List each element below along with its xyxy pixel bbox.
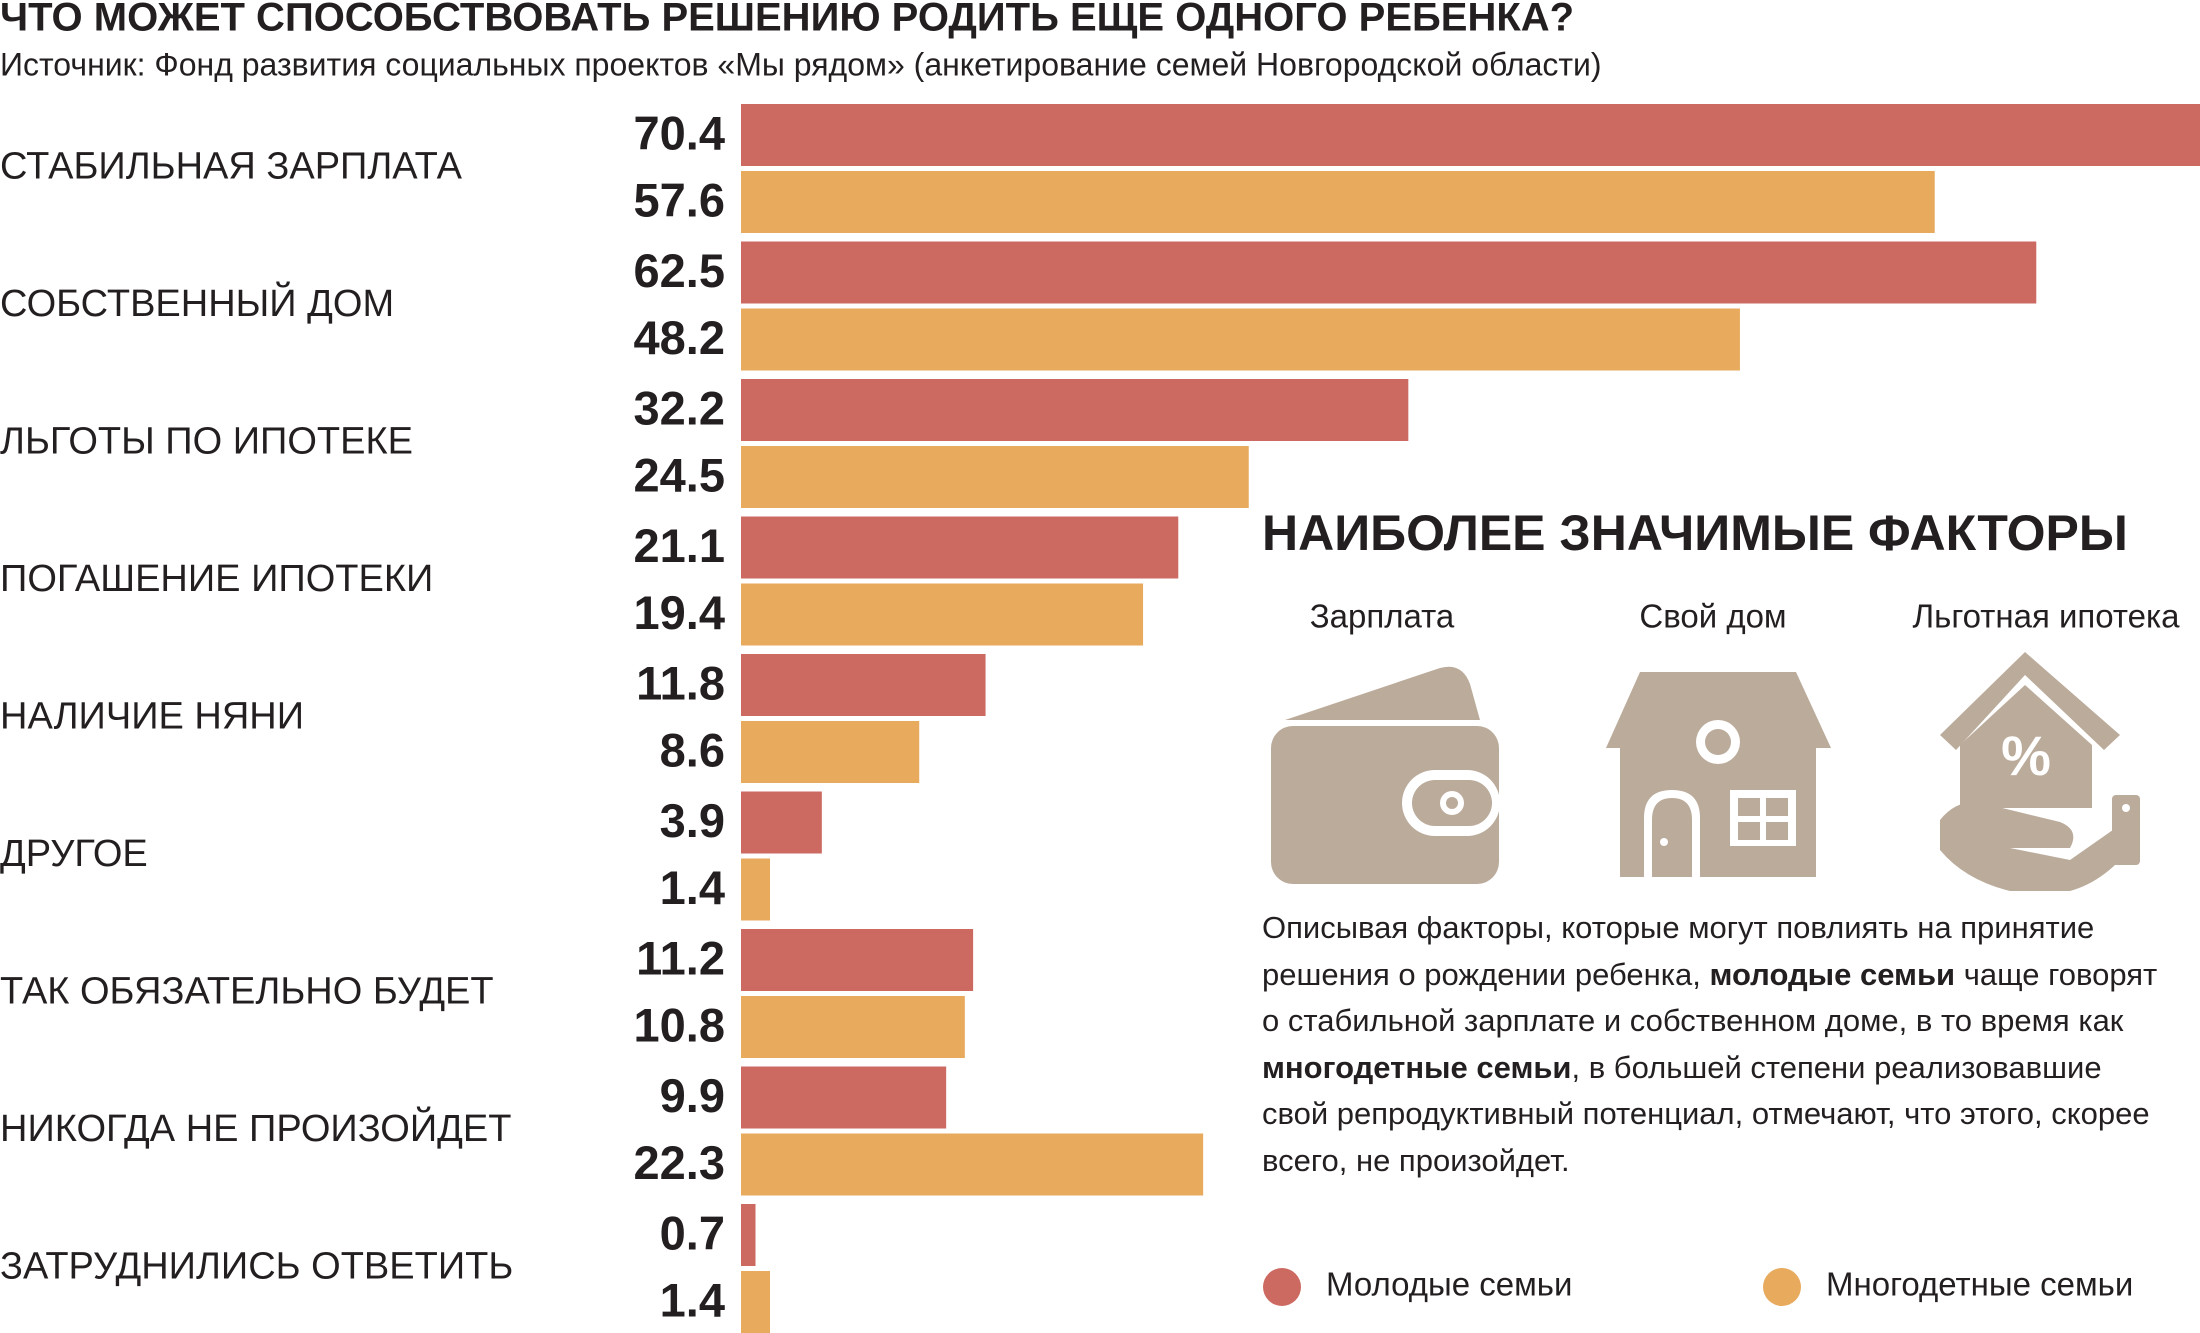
bar	[741, 791, 822, 854]
legend-marker	[1763, 1268, 1801, 1306]
value-label: 32.2	[634, 381, 725, 434]
bar	[741, 721, 920, 783]
bar	[741, 308, 1740, 371]
chart-title: ЧТО МОЖЕТ СПОСОБСТВОВАТЬ РЕШЕНИЮ РОДИТЬ …	[0, 0, 1574, 40]
mortgage-icon: %	[1940, 652, 2140, 891]
value-label: 24.5	[634, 448, 725, 501]
bar	[741, 1066, 947, 1129]
bar	[741, 583, 1144, 646]
value-label: 10.8	[634, 998, 725, 1051]
icon-label: Свой дом	[1639, 598, 1786, 635]
category-label: НИКОГДА НЕ ПРОИЗОЙДЕТ	[0, 1105, 511, 1150]
note-segment: многодетные семьи	[1262, 1049, 1572, 1085]
value-label: 0.7	[660, 1206, 725, 1259]
value-label: 3.9	[660, 794, 725, 847]
value-label: 11.2	[636, 931, 725, 984]
bar	[741, 241, 2037, 304]
category-label: ПОГАШЕНИЕ ИПОТЕКИ	[0, 558, 433, 600]
bar	[741, 171, 1935, 233]
bar	[741, 104, 2200, 166]
category-label: СОБСТВЕННЫЙ ДОМ	[0, 280, 394, 325]
value-label: 1.4	[660, 861, 725, 914]
value-label: 8.6	[660, 723, 725, 776]
bar	[741, 379, 1409, 441]
legend-label: Многодетные семьи	[1826, 1266, 2133, 1303]
bar	[741, 996, 965, 1058]
note-segment: , в большей степени реализовавшие свой р…	[1262, 1049, 2150, 1178]
category-label: ЛЬГОТЫ ПО ИПОТЕКЕ	[0, 421, 413, 463]
icon-label: Зарплата	[1310, 598, 1455, 635]
value-label: 9.9	[660, 1069, 725, 1122]
icon-label: Льготная ипотека	[1912, 598, 2180, 635]
bar	[741, 516, 1179, 579]
wallet-icon	[1271, 666, 1500, 884]
bar	[741, 654, 986, 716]
note-segment: молодые семьи	[1709, 956, 1956, 992]
bar	[741, 1133, 1204, 1196]
category-label: ДРУГОЕ	[0, 833, 148, 875]
bar	[741, 446, 1249, 508]
bar	[741, 1204, 756, 1266]
note-segment: чаще говорят о стабильной зарплате и соб…	[1262, 956, 2158, 1039]
chart-subtitle: Источник: Фонд развития социальных проек…	[0, 46, 1602, 82]
value-label: 11.8	[636, 656, 725, 709]
category-label: СТАБИЛЬНАЯ ЗАРПЛАТА	[0, 146, 463, 188]
panel-title: НАИБОЛЕЕ ЗНАЧИМЫЕ ФАКТОРЫ	[1262, 505, 2128, 561]
category-label: ТАК ОБЯЗАТЕЛЬНО БУДЕТ	[0, 971, 494, 1013]
value-label: 1.4	[660, 1273, 725, 1326]
house-icon	[1606, 672, 1831, 877]
category-label: НАЛИЧИЕ НЯНИ	[0, 696, 304, 738]
value-label: 57.6	[634, 173, 725, 226]
bar	[741, 1271, 771, 1333]
value-label: 22.3	[634, 1136, 725, 1189]
value-label: 19.4	[634, 586, 725, 639]
bar	[741, 929, 974, 991]
icons: %	[1271, 652, 2140, 891]
bar	[741, 858, 771, 921]
value-label: 21.1	[634, 519, 725, 572]
percent-sign: %	[2001, 724, 2051, 787]
value-label: 70.4	[634, 106, 725, 159]
value-label: 48.2	[634, 311, 725, 364]
value-label: 62.5	[634, 244, 725, 297]
note-segment: Описывая факторы, которые могут повлиять…	[1262, 910, 2095, 992]
note-text: Описывая факторы, которые могут повлиять…	[1262, 905, 2162, 1184]
legend-label: Молодые семьи	[1326, 1266, 1572, 1303]
category-label: ЗАТРУДНИЛИСЬ ОТВЕТИТЬ	[0, 1246, 513, 1288]
legend-marker	[1263, 1268, 1301, 1306]
